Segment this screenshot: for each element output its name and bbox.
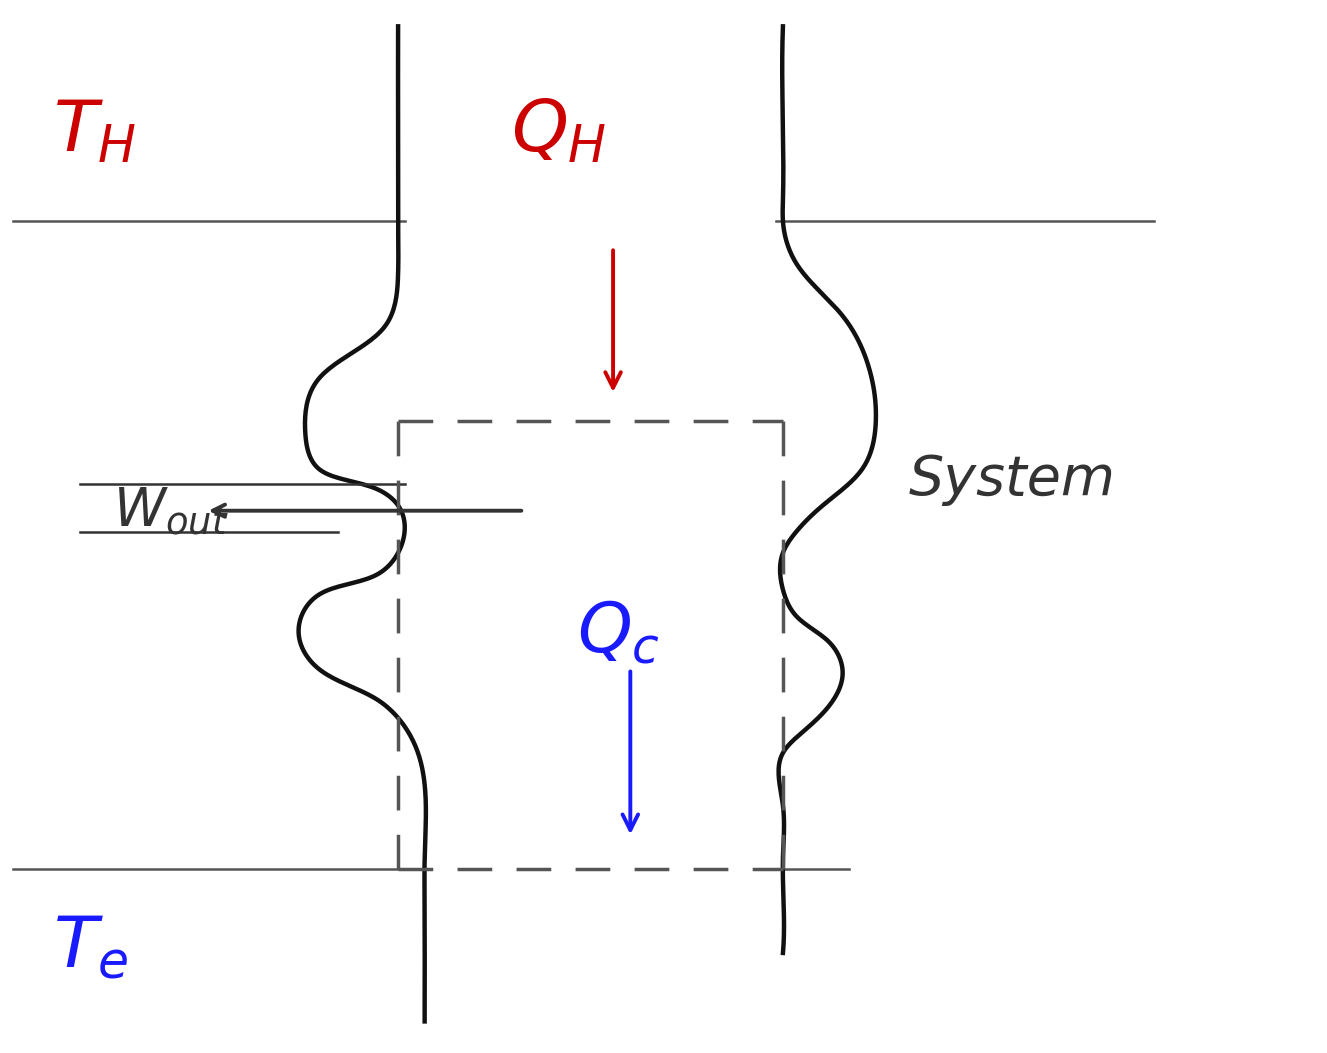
Text: $T_e$: $T_e$ — [53, 913, 127, 982]
Text: $Q_H$: $Q_H$ — [511, 97, 606, 166]
Text: $T_H$: $T_H$ — [53, 97, 135, 166]
Text: $Q_c$: $Q_c$ — [577, 598, 660, 665]
Text: System: System — [909, 453, 1116, 505]
Text: $W_{out}$: $W_{out}$ — [113, 484, 228, 537]
